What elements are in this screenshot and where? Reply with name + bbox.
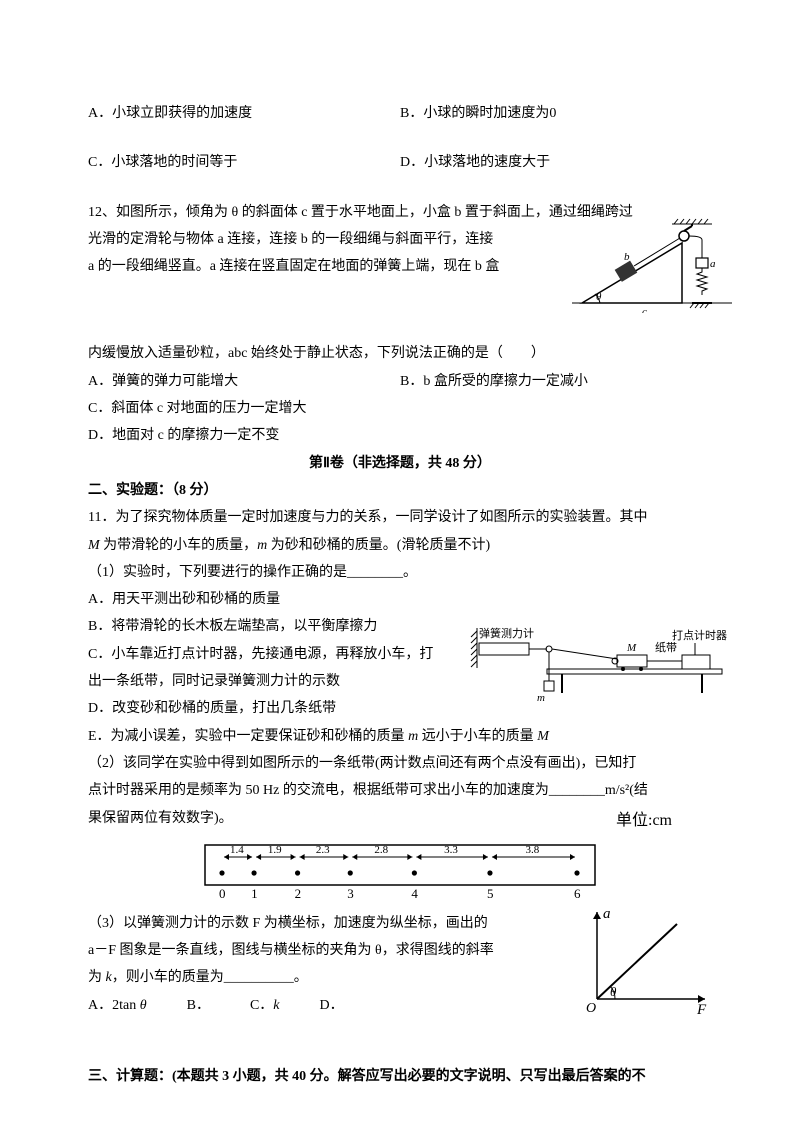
- opt-a: A．小球立即获得的加速度: [88, 100, 400, 127]
- af-graph: θ O F a: [577, 904, 712, 1019]
- exp-p2b: 点计时器采用的是频率为 50 Hz 的交流电，根据纸带可求出小车的加速度为___…: [88, 777, 712, 804]
- tape-unit: 单位:cm: [616, 805, 672, 836]
- p3-optC: C．k: [250, 992, 280, 1019]
- svg-text:3.8: 3.8: [525, 844, 539, 856]
- svg-text:b: b: [624, 251, 630, 263]
- q12-opts-ab: A．弹簧的弹力可能增大 B．b 盒所受的摩擦力一定减小: [88, 368, 712, 395]
- sec3: 三、计算题：(本题共 3 小题，共 40 分。解答应写出必要的文字说明、只写出最…: [88, 1063, 712, 1090]
- exp-stem1: 11．为了探究物体质量一定时加速度与力的关系，一同学设计了如图所示的实验装置。其…: [88, 504, 712, 531]
- graph-y: a: [603, 906, 611, 922]
- svg-text:2.3: 2.3: [316, 844, 330, 856]
- q11-options-row1: A．小球立即获得的加速度 B．小球的瞬时加速度为0: [88, 100, 712, 127]
- svg-text:0: 0: [219, 886, 226, 901]
- apparatus-figure: 弹簧测力计 m M 纸带 打点计时器: [467, 613, 732, 703]
- exp-p2a: （2）该同学在实验中得到如图所示的一条纸带(两计数点间还有两个点没有画出)，已知…: [88, 750, 712, 777]
- opt-b: B．小球的瞬时加速度为0: [400, 100, 712, 127]
- q12-d: D．地面对 c 的摩擦力一定不变: [88, 422, 712, 449]
- svg-text:3: 3: [347, 886, 354, 901]
- q12-line4: 内缓慢放入适量砂粒，abc 始终处于静止状态，下列说法正确的是（ ）: [88, 340, 712, 367]
- exp-a: A．用天平测出砂和砂桶的质量: [88, 586, 712, 613]
- label-cart: M: [626, 642, 637, 654]
- svg-text:4: 4: [411, 886, 418, 901]
- p3-optB: B．: [187, 992, 210, 1019]
- p3-optA: A．2tan θ: [88, 992, 147, 1019]
- svg-text:a: a: [710, 258, 716, 270]
- svg-text:1.4: 1.4: [230, 844, 244, 856]
- q12-b: B．b 盒所受的摩擦力一定减小: [400, 368, 712, 395]
- svg-text:2.8: 2.8: [374, 844, 388, 856]
- sec2-title: 二、实验题：（8 分）: [88, 477, 712, 504]
- svg-text:2: 2: [295, 886, 302, 901]
- svg-text:1.9: 1.9: [268, 844, 282, 856]
- label-timer: 打点计时器: [672, 628, 727, 642]
- svg-text:6: 6: [574, 886, 581, 901]
- exp-stem2: M 为带滑轮的小车的质量，m 为砂和砂桶的质量。(滑轮质量不计): [88, 532, 712, 559]
- exp-p1: （1）实验时，下列要进行的操作正确的是________。: [88, 559, 712, 586]
- svg-text:1: 1: [251, 886, 258, 901]
- tape-figure: 0 1 2 3 4 5 6 1.4 1.9 2.3 2.8 3.3 3.8: [200, 840, 600, 902]
- graph-origin: O: [586, 1001, 596, 1016]
- exp-p2c: 果保留两位有效数字)。: [88, 805, 616, 832]
- graph-theta: θ: [610, 984, 617, 999]
- q12-c: C．斜面体 c 对地面的压力一定增大: [88, 395, 712, 422]
- opt-d: D．小球落地的速度大于: [400, 149, 712, 176]
- svg-text:5: 5: [487, 886, 494, 901]
- opt-c: C．小球落地的时间等于: [88, 149, 400, 176]
- exp-e: E．为减小误差，实验中一定要保证砂和砂桶的质量 m 远小于小车的质量 M: [88, 723, 712, 750]
- svg-text:m: m: [537, 692, 545, 703]
- q12-a: A．弹簧的弹力可能增大: [88, 368, 400, 395]
- label-tape: 纸带: [655, 641, 677, 654]
- svg-text:3.3: 3.3: [444, 844, 458, 856]
- part2-title: 第Ⅱ卷（非选择题，共 48 分）: [88, 450, 712, 477]
- label-spring: 弹簧测力计: [479, 626, 534, 640]
- incline-figure: c θ b: [572, 218, 732, 313]
- svg-text:c: c: [642, 306, 647, 313]
- p3-optD: D．: [320, 992, 344, 1019]
- graph-x: F: [696, 1002, 707, 1018]
- q11-options-row2: C．小球落地的时间等于 D．小球落地的速度大于: [88, 149, 712, 176]
- svg-text:θ: θ: [596, 291, 602, 303]
